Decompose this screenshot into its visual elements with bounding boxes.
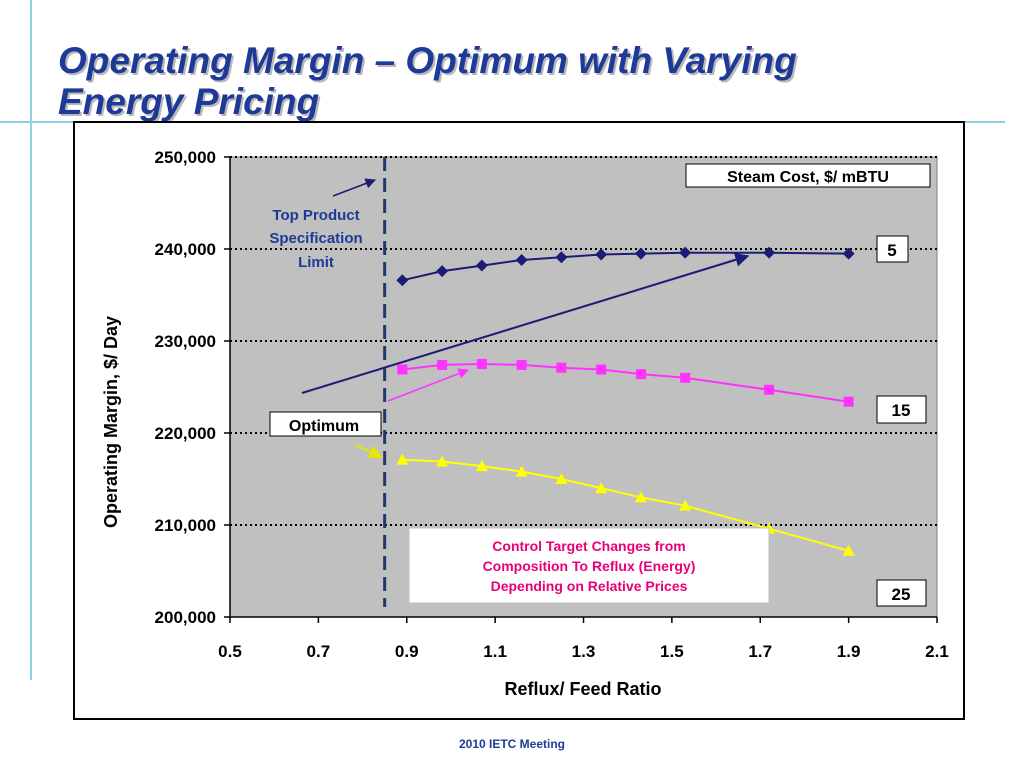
series-5-point-9 (842, 247, 855, 260)
series-5-point-2 (475, 259, 488, 272)
series-15-point-3 (516, 359, 527, 370)
x-tick-label-8: 2.1 (925, 642, 949, 661)
slide-title-line-2: Energy Pricing (58, 81, 320, 122)
series-25-point-2 (475, 460, 488, 472)
series-15-label: 15 (892, 401, 911, 420)
optimum-label: Optimum (289, 418, 359, 435)
x-tick-label-2: 0.9 (395, 642, 419, 661)
series-25-point-5 (595, 482, 608, 494)
series-group (396, 246, 855, 556)
series-25-label: 25 (892, 585, 911, 604)
series-5-label: 5 (887, 241, 896, 260)
series-15-point-9 (843, 396, 854, 407)
series-25-point-4 (555, 473, 568, 484)
series-5-point-6 (634, 247, 647, 260)
series-5-label-box (876, 235, 909, 263)
optimum-arrow-15 (387, 368, 469, 402)
x-tick-label-5: 1.5 (660, 642, 684, 661)
trend-arrow (301, 253, 750, 394)
series-5-point-5 (595, 248, 608, 261)
y-axis-label: Operating Margin, $/ Day (101, 316, 121, 528)
series-5-point-0 (396, 274, 409, 287)
spec-limit-arrow (332, 178, 376, 197)
y-tick-label-0: 200,000 (155, 608, 216, 627)
legend-title-box (685, 163, 931, 188)
control-target-box (408, 527, 770, 604)
spec-limit-label-line-1: Top Product (272, 207, 359, 224)
series-15-point-5 (596, 364, 607, 375)
axes (224, 156, 938, 623)
series-15-label-box (876, 395, 927, 424)
decorative-vertical-line (30, 0, 32, 680)
x-tick-label-0: 0.5 (218, 642, 242, 661)
series-25-point-6 (634, 491, 647, 503)
x-tick-labels: 0.5 0.7 0.9 1.1 1.3 1.5 1.7 1.9 2.1 (218, 642, 949, 661)
slide-title: Operating Margin – Optimum with Varying … (58, 40, 797, 122)
series-15-line (402, 362, 849, 403)
x-axis-label: Reflux/ Feed Ratio (504, 679, 661, 699)
control-target-line-1: Control Target Changes from (492, 538, 685, 554)
series-25-label-box (876, 579, 927, 607)
series-15-point-8 (764, 384, 775, 395)
x-tick-label-1: 0.7 (307, 642, 331, 661)
series-15-point-2 (476, 359, 487, 369)
series-5-point-4 (555, 251, 568, 264)
control-target-line-3: Depending on Relative Prices (491, 578, 688, 594)
series-5-point-8 (763, 246, 776, 259)
y-tick-label-2: 220,000 (155, 424, 216, 443)
x-tick-label-4: 1.3 (572, 642, 596, 661)
legend-title: Steam Cost, $/ mBTU (727, 169, 889, 186)
y-tick-label-1: 210,000 (155, 516, 216, 535)
x-tick-label-3: 1.1 (483, 642, 507, 661)
control-target-line-2: Composition To Reflux (Energy) (483, 558, 696, 574)
x-tick-label-6: 1.7 (748, 642, 772, 661)
series-5-point-3 (515, 254, 528, 267)
y-tick-label-3: 230,000 (155, 332, 216, 351)
y-tick-label-5: 250,000 (155, 148, 216, 167)
series-15-point-0 (397, 364, 408, 375)
series-25-point-3 (515, 465, 528, 477)
optimum-arrow-25 (354, 444, 384, 459)
x-tick-label-7: 1.9 (837, 642, 861, 661)
series-15-point-4 (556, 362, 567, 373)
series-5-point-7 (679, 246, 692, 259)
series-25-point-0 (396, 453, 409, 465)
series-15-point-1 (437, 359, 448, 370)
slide-footer: 2010 IETC Meeting (458, 737, 566, 751)
optimum-label-box (269, 411, 382, 437)
series-25-point-9 (842, 544, 855, 556)
series-25-point-1 (436, 455, 449, 467)
series-5-line (402, 251, 849, 282)
series-15-point-7 (680, 372, 691, 383)
series-25-point-7 (679, 499, 692, 511)
spec-limit-label-line-3: Limit (298, 254, 334, 271)
spec-limit-label-line-2: Specification (269, 230, 362, 247)
slide-title-line-1: Operating Margin – Optimum with Varying (58, 40, 797, 81)
series-25-line (402, 458, 849, 552)
series-5-point-1 (436, 265, 449, 278)
y-tick-labels: 200,000 210,000 220,000 230,000 240,000 250,0… (155, 148, 216, 627)
series-15-point-6 (635, 369, 646, 380)
y-tick-label-4: 240,000 (155, 240, 216, 259)
